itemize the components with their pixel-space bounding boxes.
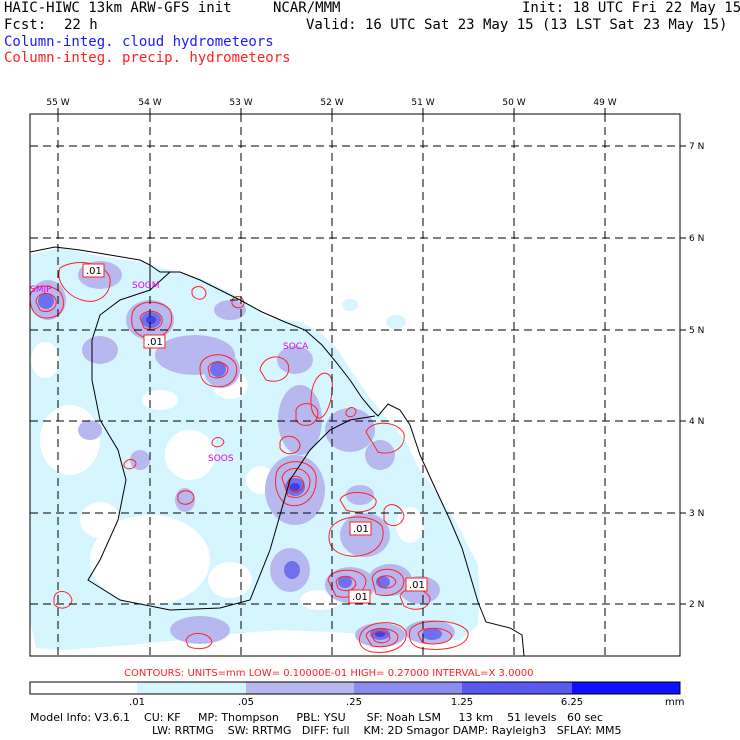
coastline	[29, 246, 525, 657]
colorbar-bin	[137, 682, 246, 694]
model-info-line2: LW: RRTMG SW: RRTMG DIFF: full KM: 2D Sm…	[152, 724, 622, 737]
lon-label: 52 W	[320, 98, 343, 108]
contour-value: .01	[353, 524, 369, 535]
lat-label: 5 N	[689, 326, 704, 336]
cloud-field-label: Column-integ. cloud hydrometeors	[4, 34, 274, 50]
lat-label: 6 N	[689, 234, 704, 244]
station-label-soos: SOOS	[208, 454, 234, 464]
model-info-line1: Model Info: V3.6.1 CU: KF MP: Thompson P…	[30, 711, 603, 724]
valid-time: Valid: 16 UTC Sat 23 May 15 (13 LST Sat …	[306, 17, 728, 33]
lon-label: 50 W	[502, 98, 525, 108]
colorbar-bin	[354, 682, 462, 694]
precip-contours	[29, 262, 469, 653]
colorbar-bin	[572, 682, 680, 694]
colorbar-bin	[30, 682, 137, 694]
graticule	[30, 114, 680, 656]
lon-label: 55 W	[46, 98, 69, 108]
forecast-label: Fcst:	[4, 17, 47, 33]
contour-value: .01	[352, 592, 368, 603]
lon-label: 53 W	[229, 98, 252, 108]
longitude-labels: 55 W 54 W 53 W 52 W 51 W 50 W 49 W	[46, 98, 616, 108]
colorbar: .01 .05 .25 1.25 6.25 mm	[29, 681, 684, 708]
colorbar-tick: .01	[129, 697, 145, 708]
lon-label: 51 W	[411, 98, 434, 108]
model-title: HAIC-HIWC 13km ARW-GFS init	[4, 0, 232, 16]
station-labels: SMJP SOGM SOCA SOOS	[30, 281, 309, 464]
colorbar-tick: 1.25	[451, 697, 473, 708]
contour-value-labels: .01 .01 .01 .01 .01	[82, 263, 428, 604]
contour-value: .01	[86, 266, 102, 277]
org-label: NCAR/MMM	[273, 0, 341, 16]
lat-label: 3 N	[689, 509, 704, 519]
station-label-sogm: SOGM	[132, 281, 160, 291]
map-frame	[29, 113, 681, 657]
precip-field-label: Column-integ. precip. hydrometeors	[4, 50, 291, 66]
axis-ticks	[57, 108, 686, 605]
init-time: Init: 18 UTC Fri 22 May 15	[522, 0, 740, 16]
colorbar-tick: .25	[346, 697, 362, 708]
colorbar-tick: .05	[238, 697, 254, 708]
lat-label: 2 N	[689, 600, 704, 610]
colorbar-bin	[246, 682, 354, 694]
lat-label: 7 N	[689, 142, 704, 152]
contour-info: CONTOURS: UNITS=mm LOW= 0.10000E-01 HIGH…	[124, 668, 534, 679]
contour-value: .01	[147, 337, 163, 348]
lon-label: 54 W	[138, 98, 161, 108]
contour-value: .01	[409, 580, 425, 591]
station-label-smjp: SMJP	[30, 285, 52, 295]
colorbar-tick: 6.25	[561, 697, 583, 708]
lon-label: 49 W	[593, 98, 616, 108]
colorbar-units: mm	[665, 697, 684, 708]
station-label-soca: SOCA	[283, 342, 309, 352]
colorbar-frame	[29, 681, 681, 695]
colorbar-bin	[462, 682, 572, 694]
lat-label: 4 N	[689, 417, 704, 427]
cloud-shading-peak	[146, 316, 385, 637]
latitude-labels: 7 N 6 N 5 N 4 N 3 N 2 N	[689, 142, 704, 610]
forecast-hour: 22 h	[64, 17, 98, 33]
